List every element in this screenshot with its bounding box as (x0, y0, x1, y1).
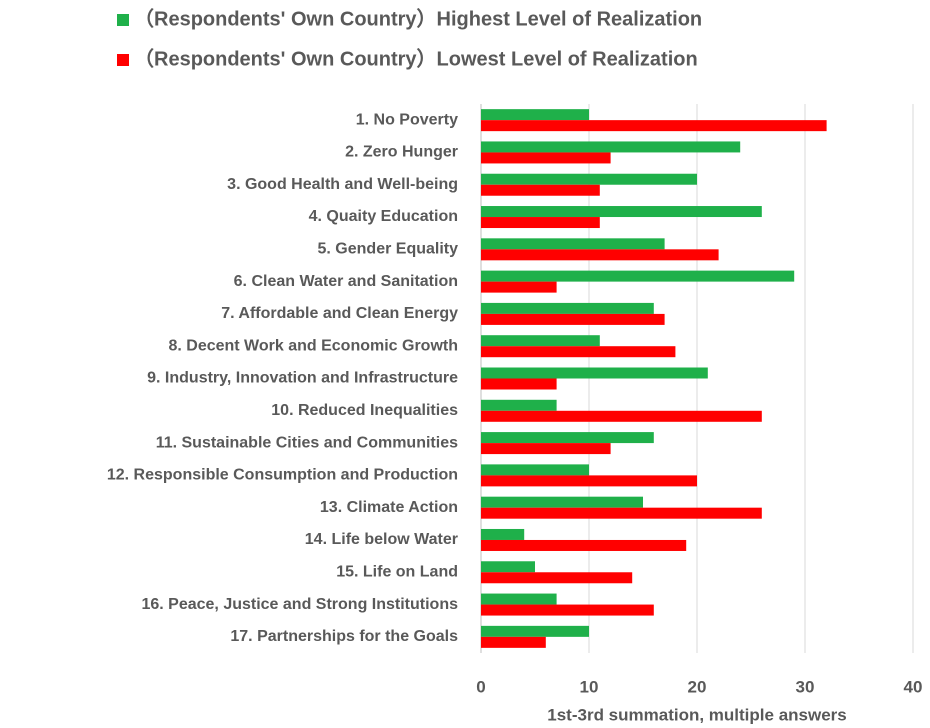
y-tick-label: 8. Decent Work and Economic Growth (168, 337, 458, 354)
bar (481, 636, 546, 648)
y-tick-label: 5. Gender Equality (318, 241, 459, 258)
bar (481, 378, 557, 390)
bar (481, 572, 633, 584)
bar (481, 152, 611, 164)
bar (481, 346, 676, 358)
bar (481, 313, 665, 325)
x-axis-label: 1st-3rd summation, multiple answers (547, 705, 846, 724)
bar (481, 281, 557, 293)
bar (481, 302, 654, 314)
bar (481, 238, 665, 250)
y-tick-label: 13. Climate Action (320, 499, 458, 516)
bar (481, 443, 611, 455)
legend-label: （Respondents' Own Country）Highest Level … (134, 7, 702, 30)
bar (481, 475, 697, 487)
y-tick-label: 1. No Poverty (356, 111, 458, 128)
y-tick-label: 16. Peace, Justice and Strong Institutio… (141, 596, 458, 613)
y-tick-label: 9. Industry, Innovation and Infrastructu… (147, 370, 458, 387)
y-tick-label: 6. Clean Water and Sanitation (234, 273, 458, 290)
x-tick-label: 10 (580, 677, 599, 696)
bar (481, 604, 654, 616)
bar (481, 625, 589, 637)
bar (481, 109, 589, 121)
y-tick-label: 17. Partnerships for the Goals (230, 628, 458, 645)
y-tick-label: 14. Life below Water (305, 531, 458, 548)
bar (481, 528, 525, 540)
y-tick-label: 7. Affordable and Clean Energy (221, 305, 458, 322)
x-tick-label: 20 (688, 677, 707, 696)
bar (481, 141, 741, 153)
bar (481, 507, 762, 519)
y-tick-label: 3. Good Health and Well-being (227, 176, 458, 193)
bar (481, 249, 719, 261)
y-tick-label: 12. Responsible Consumption and Producti… (107, 467, 458, 484)
bar (481, 432, 654, 444)
y-tick-label: 11. Sustainable Cities and Communities (156, 434, 458, 451)
bar (481, 270, 795, 282)
y-tick-label: 2. Zero Hunger (345, 144, 458, 161)
x-tick-label: 40 (904, 677, 923, 696)
y-tick-label: 10. Reduced Inequalities (271, 402, 458, 419)
bar (481, 367, 708, 379)
bar (481, 217, 600, 229)
y-tick-label: 15. Life on Land (336, 563, 458, 580)
bar (481, 335, 600, 347)
bar (481, 593, 557, 605)
legend-swatch (117, 14, 129, 26)
bar (481, 184, 600, 196)
bar (481, 173, 697, 185)
x-tick-label: 0 (476, 677, 485, 696)
legend-swatch (117, 54, 129, 66)
bar (481, 410, 762, 422)
bar (481, 561, 535, 573)
bar (481, 120, 827, 132)
bar (481, 464, 589, 476)
legend-label: （Respondents' Own Country）Lowest Level o… (134, 47, 698, 70)
bar (481, 539, 687, 551)
bar (481, 206, 762, 218)
y-tick-label: 4. Quaity Education (309, 208, 458, 225)
bar (481, 496, 643, 508)
x-tick-label: 30 (796, 677, 815, 696)
bar (481, 399, 557, 411)
